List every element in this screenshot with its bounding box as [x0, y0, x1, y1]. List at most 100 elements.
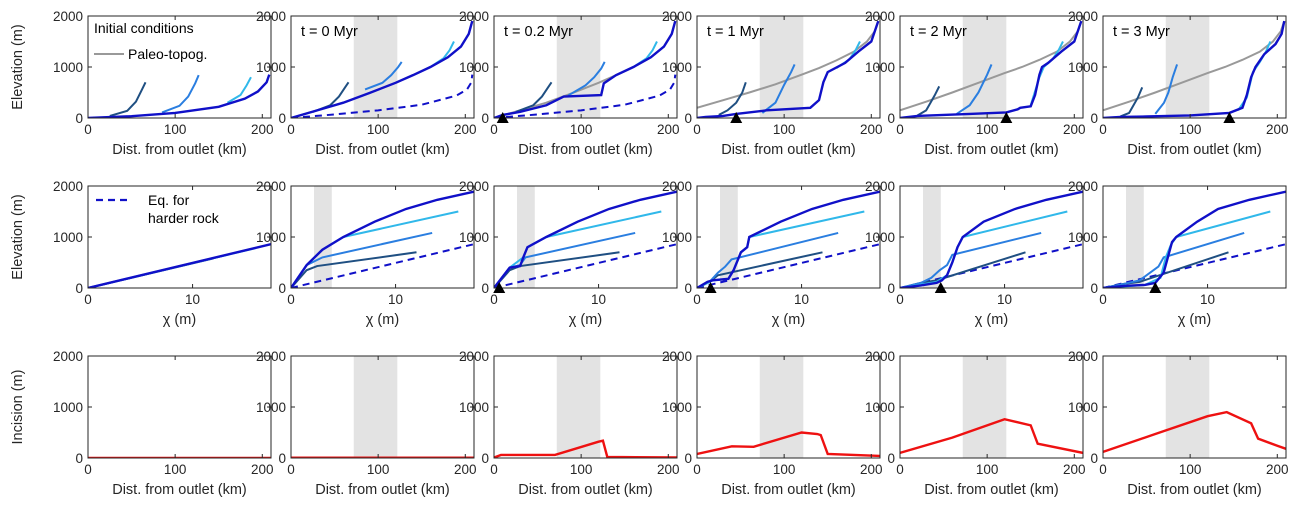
x-tick-label: 0	[287, 462, 295, 477]
y-axis-label: Elevation (m)	[10, 194, 26, 279]
shaded-band	[353, 356, 398, 458]
eq-harder-rock-line	[900, 243, 1083, 288]
x-axis-label: Dist. from outlet (km)	[1127, 482, 1262, 498]
y-tick-label: 1000	[53, 230, 83, 245]
incision-line	[697, 431, 880, 458]
y-tick-label: 2000	[865, 9, 895, 24]
x-tick-label: 100	[367, 462, 390, 477]
x-tick-label: 0	[896, 462, 904, 477]
main-river-line	[697, 190, 880, 288]
y-tick-label: 0	[75, 281, 83, 296]
x-tick-label: 0	[287, 122, 295, 137]
tributary-line-1	[1120, 87, 1144, 118]
x-axis-label: Dist. from outlet (km)	[721, 482, 856, 498]
y-tick-label: 0	[1090, 451, 1098, 466]
x-tick-label: 200	[454, 122, 477, 137]
tributary-line-2	[900, 231, 1042, 288]
x-tick-label: 100	[570, 462, 593, 477]
plot-area	[697, 16, 880, 118]
x-tick-label: 100	[570, 122, 593, 137]
y-axis-label: Incision (m)	[10, 370, 26, 445]
y-tick-label: 1000	[662, 400, 692, 415]
legend-row2: Eq. for harder rock	[96, 192, 220, 226]
x-tick-label: 200	[860, 462, 883, 477]
shaded-band	[1126, 186, 1144, 288]
plot-area	[900, 356, 1083, 458]
panel-r2-c2: 0 10 0 1000 2000 χ (m)	[256, 179, 475, 328]
y-tick-label: 1000	[865, 230, 895, 245]
x-axis-label: χ (m)	[163, 312, 196, 328]
y-tick-label: 1000	[662, 60, 692, 75]
main-river-line	[494, 190, 677, 288]
x-tick-label: 200	[1063, 462, 1086, 477]
x-tick-label: 200	[860, 122, 883, 137]
tributary-line-2	[761, 64, 796, 114]
eq-harder-rock-line	[494, 74, 677, 118]
x-tick-label: 100	[164, 462, 187, 477]
y-tick-label: 1000	[53, 400, 83, 415]
y-tick-label: 1000	[1068, 60, 1098, 75]
x-axis-label: Dist. from outlet (km)	[1127, 142, 1262, 158]
tributary-line-1	[718, 81, 747, 116]
plot-area	[1103, 186, 1286, 288]
shaded-band	[353, 16, 398, 118]
plot-area	[291, 186, 474, 288]
x-tick-label: 0	[84, 122, 92, 137]
plot-area	[697, 186, 880, 288]
panel-title: t = 0.2 Myr	[504, 24, 573, 40]
x-tick-label: 0	[693, 462, 701, 477]
y-tick-label: 0	[684, 451, 692, 466]
tributary-line-1	[109, 81, 147, 117]
panel-title: t = 0 Myr	[301, 24, 358, 40]
x-tick-label: 10	[591, 292, 606, 307]
plot-area	[900, 16, 1083, 118]
x-tick-label: 0	[1099, 122, 1107, 137]
y-tick-label: 0	[278, 451, 286, 466]
y-tick-label: 0	[887, 281, 895, 296]
plot-area	[291, 356, 474, 458]
x-axis-label: Dist. from outlet (km)	[518, 142, 653, 158]
eq-harder-rock-line	[291, 243, 474, 288]
y-tick-label: 1000	[256, 60, 286, 75]
x-tick-label: 10	[185, 292, 200, 307]
x-tick-label: 10	[388, 292, 403, 307]
x-axis-label: χ (m)	[569, 312, 602, 328]
x-tick-label: 200	[657, 122, 680, 137]
y-tick-label: 0	[887, 111, 895, 126]
x-tick-label: 200	[657, 462, 680, 477]
paleo-topo-line	[900, 20, 1083, 112]
y-tick-label: 2000	[662, 9, 692, 24]
y-tick-label: 0	[278, 281, 286, 296]
main-river-line	[291, 190, 474, 288]
y-tick-label: 0	[75, 111, 83, 126]
x-tick-label: 0	[84, 292, 92, 307]
axes-box	[87, 355, 272, 459]
y-tick-label: 1000	[256, 400, 286, 415]
x-tick-label: 0	[1099, 462, 1107, 477]
y-tick-label: 2000	[865, 349, 895, 364]
y-tick-label: 2000	[662, 349, 692, 364]
x-tick-label: 100	[773, 462, 796, 477]
x-axis-label: Dist. from outlet (km)	[315, 482, 450, 498]
plot-area	[291, 16, 474, 118]
y-tick-label: 1000	[459, 60, 489, 75]
tributary-line-2	[567, 61, 606, 97]
y-tick-label: 2000	[1068, 179, 1098, 194]
x-axis-label: Dist. from outlet (km)	[315, 142, 450, 158]
y-tick-label: 0	[75, 451, 83, 466]
shaded-band	[759, 16, 804, 118]
legend-row1: Initial conditions Paleo-topog.	[94, 20, 207, 62]
x-tick-label: 0	[693, 122, 701, 137]
x-tick-label: 200	[1266, 462, 1289, 477]
y-tick-label: 1000	[53, 60, 83, 75]
x-axis-label: χ (m)	[975, 312, 1008, 328]
y-tick-label: 2000	[662, 179, 692, 194]
